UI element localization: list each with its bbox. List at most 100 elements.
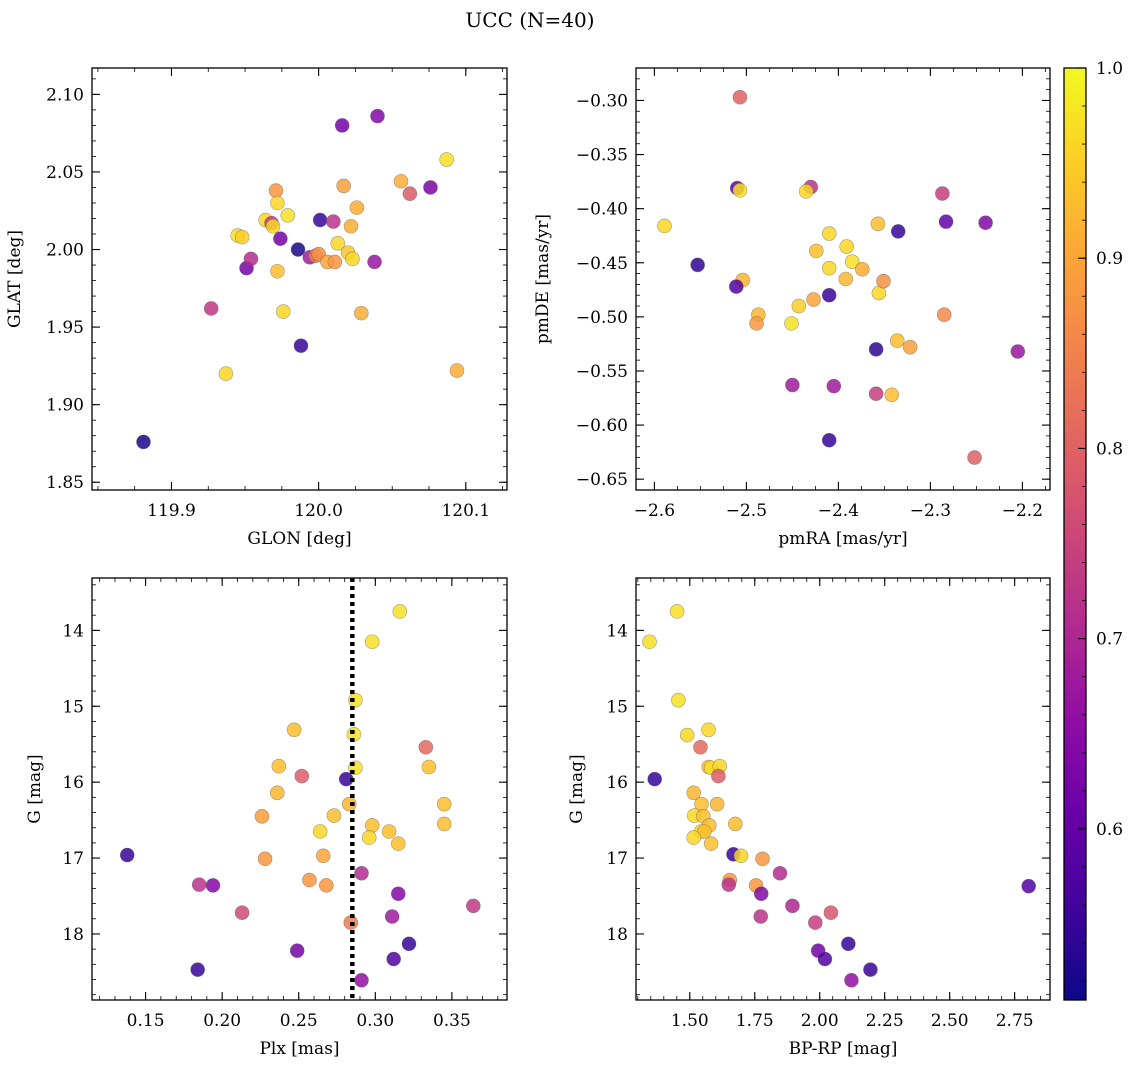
scatter-point	[354, 305, 369, 321]
scatter-point	[784, 316, 799, 331]
scatter-point	[686, 785, 701, 801]
scatter-point	[701, 722, 716, 738]
scatter-point	[234, 229, 250, 245]
colorbar-tick-label: 1.0	[1096, 59, 1123, 79]
scatter-point	[436, 816, 452, 832]
scatter-point	[817, 951, 833, 967]
scatter-point	[361, 830, 377, 845]
x-tick-label: 0.35	[433, 1011, 471, 1031]
scatter-point	[721, 877, 737, 892]
scatter-point	[798, 184, 814, 199]
x-tick-label: 2.50	[931, 1011, 969, 1031]
y-tick-label: −0.30	[576, 91, 628, 111]
axes-frame	[635, 67, 1051, 491]
scatter-point	[826, 378, 842, 394]
scatter-point	[785, 898, 800, 914]
scatter-point	[821, 260, 837, 276]
scatter-point	[732, 182, 748, 198]
scatter-point	[703, 836, 719, 851]
scatter-point	[190, 962, 205, 977]
scatter-point	[839, 239, 854, 254]
y-tick-label: 14	[606, 621, 628, 641]
scatter-point	[876, 273, 891, 289]
x-tick-label: 120.0	[294, 501, 343, 521]
scatter-point	[119, 847, 135, 863]
y-tick-label: 15	[62, 697, 84, 717]
colorbar-tick-label: 0.8	[1096, 439, 1123, 459]
scatter-point	[386, 951, 401, 967]
scatter-point	[890, 224, 906, 239]
scatter-point	[868, 386, 884, 401]
scatter-point	[293, 338, 309, 354]
y-tick-label: −0.45	[576, 254, 628, 274]
scatter-point	[449, 363, 465, 378]
scatter-point	[336, 178, 351, 194]
scatter-point	[772, 865, 788, 881]
scatter-point	[709, 796, 725, 812]
y-tick-label: 14	[62, 621, 84, 641]
x-tick-label: 1.50	[671, 1011, 709, 1031]
scatter-point	[466, 898, 481, 914]
scatter-point	[808, 915, 823, 930]
axes-frame	[635, 577, 1051, 1001]
y-tick-label: 17	[606, 849, 628, 869]
scatter-point	[690, 257, 705, 273]
y-tick-label: 2.10	[46, 85, 84, 105]
colorbar: 0.6 0.7 0.8 0.9 1.0	[1063, 59, 1123, 1001]
scatter-point	[345, 251, 360, 267]
scatter-point	[234, 905, 250, 921]
x-tick-label: 2.00	[801, 1011, 839, 1031]
scatter-point	[384, 909, 400, 924]
scatter-point	[381, 824, 397, 839]
scatter-point	[276, 304, 291, 319]
scatter-point	[728, 279, 744, 294]
scatter-point	[364, 634, 380, 650]
scatter-point	[436, 796, 452, 812]
scatter-point	[349, 200, 365, 215]
scatter-point	[191, 877, 207, 892]
scatter-point	[312, 824, 328, 839]
scatter-point	[326, 214, 341, 229]
scatter-point	[326, 808, 342, 823]
scatter-point	[791, 298, 807, 314]
scatter-point	[348, 692, 363, 708]
y-tick-label: 1.95	[46, 318, 84, 338]
colorbar-frame	[1063, 67, 1087, 1001]
x-tick-label: 0.30	[356, 1011, 394, 1031]
scatter-point	[418, 739, 434, 755]
scatter-point	[334, 118, 350, 133]
y-tick-label: 2.05	[46, 163, 84, 183]
scatter-point	[838, 271, 854, 287]
scatter-point	[364, 818, 380, 833]
y-tick-label: −0.65	[576, 470, 628, 490]
scatter-point	[343, 218, 359, 234]
y-tick-label: −0.55	[576, 362, 628, 382]
y-axis-label: GLAT [deg]	[5, 230, 25, 328]
y-tick-label: −0.60	[576, 416, 628, 436]
scatter-point	[390, 836, 406, 851]
x-tick-label: 1.75	[736, 1011, 774, 1031]
scatter-point	[273, 231, 288, 246]
y-tick-label: 15	[606, 697, 628, 717]
scatter-point	[679, 727, 695, 743]
colorbar-gradient	[1064, 68, 1086, 1000]
scatter-point	[271, 758, 287, 774]
x-tick-label: −2.3	[910, 501, 951, 521]
scatter-point	[821, 226, 837, 241]
figure-title: UCC (N=40)	[465, 8, 594, 32]
scatter-point	[938, 214, 954, 229]
scatter-point	[401, 936, 417, 952]
scatter-point	[136, 434, 151, 450]
x-tick-label: 2.75	[996, 1011, 1034, 1031]
scatter-point	[423, 180, 438, 195]
colorbar-tick-label: 0.7	[1096, 630, 1123, 650]
panel-glon-glat: 119.9 120.0 120.1 1.85 1.90 1.95 2.00 2.05 2.10 G…	[5, 67, 508, 549]
scatter-point	[785, 377, 800, 393]
x-tick-label: 0.25	[280, 1011, 318, 1031]
x-axis-label: Plx [mas]	[259, 1039, 339, 1059]
y-axis-label: G [mag]	[25, 754, 45, 823]
x-tick-label: −2.6	[634, 501, 675, 521]
x-tick-label: 0.15	[127, 1011, 165, 1031]
scatter-point	[806, 292, 821, 307]
